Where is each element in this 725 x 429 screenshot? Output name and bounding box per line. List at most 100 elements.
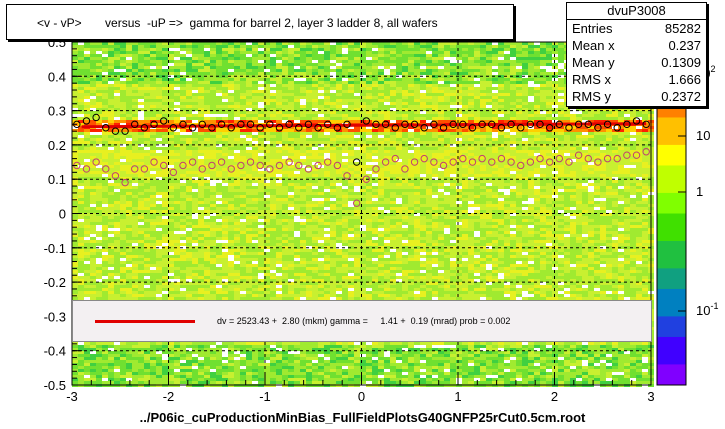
heat-cell: [132, 183, 138, 186]
heat-cell: [228, 63, 234, 66]
heat-cell: [252, 60, 258, 63]
heat-cell: [132, 132, 138, 135]
heat-cell: [282, 63, 288, 66]
heat-cell: [84, 105, 90, 108]
heat-cell: [174, 348, 180, 351]
heat-cell: [258, 234, 264, 237]
heat-cell: [306, 66, 312, 69]
heat-cell: [234, 372, 240, 375]
heat-cell: [246, 198, 252, 201]
heat-cell: [228, 210, 234, 213]
heat-cell: [114, 297, 120, 300]
heat-cell: [330, 99, 336, 102]
heat-cell: [324, 285, 330, 288]
heat-cell: [180, 366, 186, 369]
heat-cell: [318, 378, 324, 381]
heat-cell: [78, 93, 84, 96]
heat-cell: [300, 66, 306, 69]
heat-cell: [168, 375, 174, 378]
heat-cell: [156, 207, 162, 210]
heat-cell: [192, 78, 198, 81]
heat-cell: [114, 243, 120, 246]
heat-cell: [150, 84, 156, 87]
heat-cell: [234, 219, 240, 222]
heat-cell: [126, 108, 132, 111]
heat-cell: [216, 51, 222, 54]
heat-cell: [228, 351, 234, 354]
heat-cell: [306, 87, 312, 90]
heat-cell: [282, 225, 288, 228]
heat-cell: [282, 90, 288, 93]
heat-cell: [174, 78, 180, 81]
heat-cell: [300, 363, 306, 366]
heat-cell: [78, 375, 84, 378]
heat-cell: [228, 147, 234, 150]
heat-cell: [276, 144, 282, 147]
heat-cell: [108, 294, 114, 297]
heat-cell: [156, 84, 162, 87]
heat-cell: [156, 222, 162, 225]
heat-cell: [96, 90, 102, 93]
heat-cell: [306, 222, 312, 225]
heat-cell: [174, 135, 180, 138]
heat-cell: [96, 363, 102, 366]
heat-cell: [282, 171, 288, 174]
heat-cell: [222, 99, 228, 102]
heat-cell: [84, 288, 90, 291]
heat-cell: [90, 147, 96, 150]
heat-cell: [240, 177, 246, 180]
heat-cell: [246, 378, 252, 381]
heat-cell: [246, 96, 252, 99]
heat-cell: [180, 204, 186, 207]
heat-cell: [72, 69, 78, 72]
heat-cell: [132, 144, 138, 147]
heat-cell: [294, 186, 300, 189]
heat-cell: [192, 54, 198, 57]
heat-cell: [114, 354, 120, 357]
heat-cell: [318, 369, 324, 372]
heat-cell: [138, 294, 144, 297]
heat-cell: [186, 243, 192, 246]
heat-cell: [240, 174, 246, 177]
heat-cell: [282, 381, 288, 384]
heat-cell: [306, 90, 312, 93]
heat-cell: [252, 222, 258, 225]
heat-cell: [90, 237, 96, 240]
heat-cell: [90, 360, 96, 363]
heat-cell: [96, 102, 102, 105]
heat-cell: [96, 69, 102, 72]
heat-cell: [276, 225, 282, 228]
heat-cell: [132, 165, 138, 168]
heat-cell: [312, 282, 318, 285]
heat-cell: [120, 378, 126, 381]
heat-cell: [330, 93, 336, 96]
heat-cell: [252, 237, 258, 240]
heat-cell: [240, 342, 246, 345]
heat-cell: [72, 156, 78, 159]
heat-cell: [144, 54, 150, 57]
heat-cell: [222, 135, 228, 138]
heat-cell: [132, 369, 138, 372]
heat-cell: [246, 264, 252, 267]
heat-cell: [282, 99, 288, 102]
heat-cell: [318, 372, 324, 375]
heat-cell: [150, 177, 156, 180]
heat-cell: [294, 231, 300, 234]
heat-cell: [294, 90, 300, 93]
heat-cell: [138, 165, 144, 168]
heat-cell: [270, 228, 276, 231]
heat-cell: [114, 84, 120, 87]
heat-cell: [264, 288, 270, 291]
heat-cell: [180, 222, 186, 225]
heat-cell: [204, 162, 210, 165]
heat-cell: [216, 219, 222, 222]
heat-cell: [132, 96, 138, 99]
heat-cell: [72, 291, 78, 294]
heat-cell: [144, 102, 150, 105]
heat-cell: [282, 342, 288, 345]
heat-cell: [132, 102, 138, 105]
heat-cell: [114, 252, 120, 255]
heat-cell: [96, 294, 102, 297]
heat-cell: [156, 342, 162, 345]
heat-cell: [126, 210, 132, 213]
